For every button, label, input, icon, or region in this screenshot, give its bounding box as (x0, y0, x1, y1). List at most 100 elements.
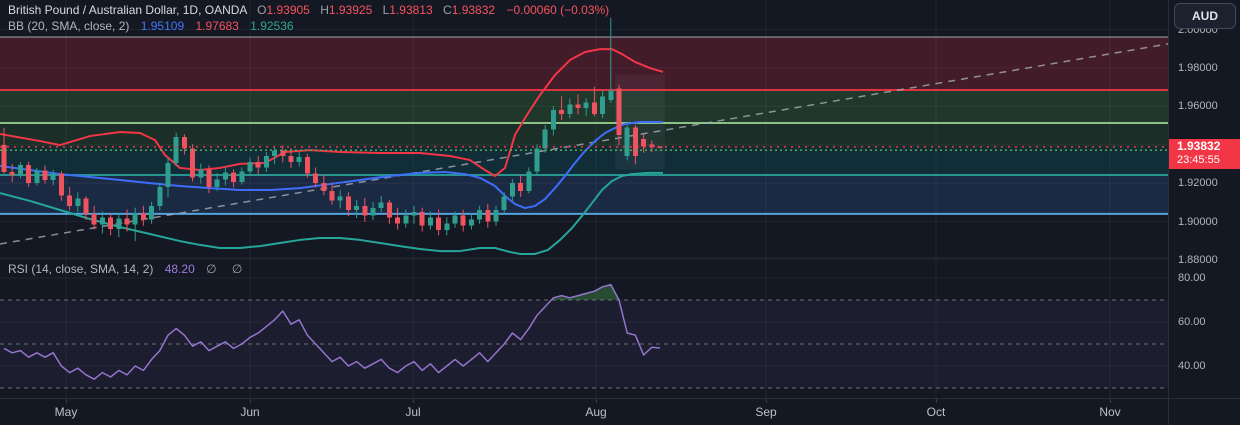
candle[interactable] (313, 173, 319, 184)
candle[interactable] (411, 211, 417, 216)
candle[interactable] (386, 202, 392, 218)
candle[interactable] (190, 148, 196, 178)
candle[interactable] (231, 172, 237, 183)
bb-upper-value: 1.97683 (195, 19, 239, 33)
candle[interactable] (17, 165, 23, 176)
price-axis-label: 1.88000 (1178, 253, 1218, 266)
candle[interactable] (50, 173, 56, 181)
candle[interactable] (58, 173, 64, 196)
candle[interactable] (509, 183, 515, 197)
candle[interactable] (485, 209, 491, 222)
candle[interactable] (444, 223, 450, 231)
candle[interactable] (493, 209, 499, 222)
last-price-badge[interactable]: 1.93832 23:45:55 (1169, 139, 1240, 169)
candle[interactable] (132, 212, 138, 225)
candle[interactable] (567, 104, 573, 114)
candle[interactable] (198, 169, 204, 178)
candle[interactable] (165, 162, 171, 187)
candle[interactable] (34, 170, 40, 183)
candle[interactable] (329, 190, 335, 201)
trendline[interactable] (0, 43, 1168, 245)
candle[interactable] (26, 165, 32, 183)
candle[interactable] (452, 215, 458, 224)
candle[interactable] (304, 157, 310, 174)
candle[interactable] (108, 217, 114, 230)
candle[interactable] (255, 161, 261, 168)
candle[interactable] (501, 196, 507, 210)
candle[interactable] (157, 186, 163, 207)
high-value: 1.93925 (328, 3, 373, 17)
candle[interactable] (214, 179, 220, 187)
candle[interactable] (526, 171, 532, 191)
time-axis[interactable]: May Jun Jul Aug Sep Oct Nov (0, 398, 1240, 425)
candle[interactable] (149, 206, 155, 220)
candle[interactable] (641, 138, 647, 147)
bb-legend[interactable]: BB (20, SMA, close, 2) 1.95109 1.97683 1… (8, 19, 294, 33)
candle[interactable] (575, 104, 581, 109)
candle[interactable] (354, 206, 360, 210)
candle[interactable] (518, 183, 524, 191)
candle[interactable] (403, 215, 409, 224)
candle[interactable] (1, 145, 7, 172)
candle[interactable] (362, 206, 368, 216)
symbol-title[interactable]: British Pound / Australian Dollar, 1D, O… (8, 3, 247, 17)
candle[interactable] (632, 127, 638, 157)
candle[interactable] (542, 129, 548, 149)
candle[interactable] (124, 218, 130, 225)
rsi-legend[interactable]: RSI (14, close, SMA, 14, 2) 48.20 ∅ ∅ (8, 262, 248, 276)
candle[interactable] (83, 198, 89, 214)
candle[interactable] (591, 102, 597, 114)
candle[interactable] (280, 150, 286, 157)
candle[interactable] (616, 88, 622, 136)
candle[interactable] (468, 219, 474, 226)
price-axis[interactable]: AUD 1.93832 23:45:55 2.00000 1.98000 1.960… (1168, 0, 1240, 398)
currency-button[interactable]: AUD (1174, 3, 1236, 29)
candle[interactable] (427, 217, 433, 226)
candle[interactable] (91, 213, 97, 225)
candle[interactable] (296, 157, 302, 162)
candle[interactable] (272, 150, 278, 157)
candle[interactable] (550, 110, 556, 130)
candle[interactable] (99, 217, 105, 225)
candle[interactable] (624, 127, 630, 157)
time-axis-label: Jul (405, 405, 421, 419)
candle[interactable] (419, 211, 425, 226)
candle[interactable] (370, 208, 376, 216)
candle[interactable] (75, 198, 81, 207)
candle[interactable] (378, 202, 384, 209)
candle[interactable] (263, 156, 269, 168)
candle[interactable] (140, 212, 146, 220)
candle[interactable] (42, 170, 48, 181)
candle[interactable] (649, 144, 655, 148)
candle[interactable] (460, 215, 466, 226)
candle[interactable] (288, 156, 294, 162)
candle[interactable] (559, 110, 565, 114)
symbol-legend[interactable]: British Pound / Australian Dollar, 1D, O… (8, 3, 609, 17)
candle[interactable] (222, 172, 228, 180)
candle[interactable] (436, 217, 442, 231)
candle[interactable] (477, 209, 483, 220)
candle[interactable] (247, 161, 253, 172)
candle[interactable] (181, 137, 187, 149)
candle[interactable] (337, 196, 343, 201)
rsi-line[interactable] (3, 283, 661, 380)
candle[interactable] (9, 171, 15, 176)
bb-upper-line[interactable] (0, 48, 664, 177)
bb-basis-line[interactable] (0, 121, 663, 210)
chart-canvas[interactable] (0, 0, 1168, 398)
candle[interactable] (321, 183, 327, 191)
candle[interactable] (534, 148, 540, 172)
bb-lower-line[interactable] (0, 171, 663, 255)
rsi-axis-label: 80.00 (1178, 272, 1206, 284)
candle[interactable] (239, 171, 245, 183)
candle[interactable] (116, 218, 122, 230)
candle[interactable] (608, 90, 614, 100)
candle[interactable] (345, 196, 351, 210)
candle[interactable] (583, 102, 589, 109)
chart-panes[interactable]: British Pound / Australian Dollar, 1D, O… (0, 0, 1168, 398)
candle[interactable] (395, 217, 401, 224)
candle[interactable] (67, 195, 73, 207)
candle[interactable] (600, 96, 606, 114)
candle[interactable] (206, 169, 212, 187)
bb-basis-value: 1.95109 (140, 19, 185, 33)
